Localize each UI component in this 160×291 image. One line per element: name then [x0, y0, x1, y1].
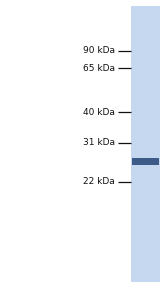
Text: 65 kDa: 65 kDa — [83, 64, 115, 73]
Text: 22 kDa: 22 kDa — [84, 178, 115, 186]
Bar — [132, 158, 159, 165]
Text: 40 kDa: 40 kDa — [83, 108, 115, 116]
Text: 90 kDa: 90 kDa — [83, 47, 115, 55]
Bar — [131, 6, 160, 282]
Text: 31 kDa: 31 kDa — [83, 138, 115, 147]
